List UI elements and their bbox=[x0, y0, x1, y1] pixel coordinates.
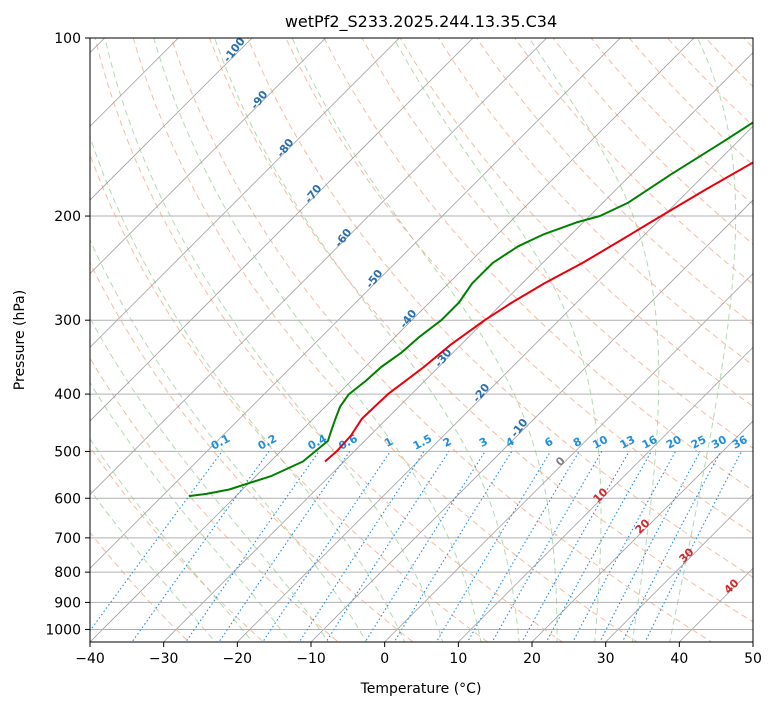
mixing-ratio-line bbox=[262, 451, 391, 642]
x-tick-label: −30 bbox=[149, 651, 179, 667]
isotherm-line bbox=[90, 38, 179, 127]
x-tick-label: 30 bbox=[597, 651, 615, 667]
isotherms bbox=[90, 38, 753, 642]
x-tick-label: −10 bbox=[296, 651, 326, 667]
moist-adiabat-line bbox=[528, 38, 660, 642]
dry-adiabat-line bbox=[90, 446, 265, 642]
mixing-ratio-label: 30 bbox=[709, 433, 729, 452]
chart-title: wetPf2_S233.2025.244.13.35.C34 bbox=[285, 12, 557, 32]
x-tick-label: 0 bbox=[380, 651, 389, 667]
mixing-ratio-label: 13 bbox=[618, 433, 638, 452]
dry-adiabats bbox=[90, 38, 753, 642]
x-tick-label: −40 bbox=[75, 651, 105, 667]
x-tick-label: 10 bbox=[449, 651, 467, 667]
moist-adiabat-line bbox=[291, 38, 558, 642]
dry-adiabat-line bbox=[476, 38, 753, 326]
y-tick-label: 700 bbox=[54, 531, 81, 547]
mixing-ratio-line bbox=[364, 451, 486, 642]
mixing-ratio-line bbox=[572, 451, 676, 642]
isotherm-line bbox=[163, 52, 753, 642]
sounding-series bbox=[188, 121, 753, 498]
x-axis-title: Temperature (°C) bbox=[360, 681, 482, 697]
mixing-ratio-label: 16 bbox=[640, 433, 660, 452]
dry-adiabat-line bbox=[514, 38, 753, 285]
plot-frame bbox=[89, 37, 754, 643]
x-tick-label: 50 bbox=[744, 651, 762, 667]
y-tick-label: 900 bbox=[54, 595, 81, 611]
dry-adiabat-line bbox=[323, 38, 753, 492]
isotherm-line bbox=[384, 273, 753, 642]
y-tick-label: 1000 bbox=[45, 622, 81, 638]
isotherm-line bbox=[236, 125, 753, 642]
y-tick-label: 500 bbox=[54, 444, 81, 460]
isotherm-line bbox=[90, 38, 327, 275]
y-axis-title: Pressure (hPa) bbox=[12, 290, 28, 390]
y-tick-label: 200 bbox=[54, 209, 81, 225]
dry-adiabat-line bbox=[208, 38, 753, 623]
dewpoint-line bbox=[188, 121, 753, 498]
isotherm-line bbox=[605, 494, 753, 642]
y-tick-label: 100 bbox=[54, 31, 81, 47]
mixing-ratio-line bbox=[90, 451, 223, 632]
mixing-ratio-line bbox=[131, 451, 270, 642]
axes: −40 −30 −20 −10 0 10 20 30 40 50 100 200 300 400 500 60… bbox=[45, 31, 762, 667]
moist-adiabat-line bbox=[669, 38, 737, 642]
dry-adiabat-line bbox=[94, 38, 564, 642]
isotherm-line bbox=[310, 199, 753, 642]
x-tick-label: 40 bbox=[670, 651, 688, 667]
mixing-ratio-label: 36 bbox=[730, 433, 750, 452]
mixing-ratio-line bbox=[298, 451, 425, 642]
moist-adiabat-line bbox=[214, 38, 520, 642]
dry-adiabat-line bbox=[132, 38, 638, 642]
mixing-ratio-line bbox=[545, 451, 652, 642]
mixing-ratio-label: 20 bbox=[664, 433, 684, 452]
y-tick-label: 400 bbox=[54, 387, 81, 403]
y-tick-label: 300 bbox=[54, 313, 81, 329]
isotherm-line bbox=[531, 420, 753, 642]
mixing-ratio-lines bbox=[90, 451, 742, 642]
x-tick-label: −20 bbox=[223, 651, 253, 667]
isotherm-line bbox=[90, 38, 400, 348]
dry-adiabat-line bbox=[247, 38, 753, 578]
isotherm-line bbox=[90, 38, 548, 496]
mixing-ratio-label: 25 bbox=[689, 433, 709, 452]
isotherm-line bbox=[90, 38, 474, 422]
mixing-ratio-line bbox=[466, 451, 580, 642]
temperature-line bbox=[324, 161, 753, 463]
y-tick-label: 800 bbox=[54, 565, 81, 581]
mixing-ratio-line bbox=[393, 451, 513, 642]
isotherm-line bbox=[457, 346, 753, 642]
mixing-ratio-line bbox=[218, 451, 351, 642]
pressure-gridlines bbox=[90, 38, 753, 630]
plot-area: 0.1 0.2 0.4 0.6 1 1.5 2 3 4 6 8 10 13 16 20 25 30 36-100-… bbox=[90, 38, 753, 642]
dry-adiabat-line bbox=[361, 38, 753, 449]
x-tick-label: 20 bbox=[523, 651, 541, 667]
mixing-ratio-line bbox=[325, 451, 450, 642]
dry-adiabat-line bbox=[90, 357, 339, 642]
mixing-ratio-label: 10 bbox=[590, 433, 610, 452]
isotherm-line bbox=[90, 38, 621, 569]
isotherm-line bbox=[90, 38, 253, 201]
isotherm-line bbox=[90, 38, 695, 642]
dry-adiabat-line bbox=[90, 261, 414, 642]
dry-adiabat-line bbox=[170, 38, 713, 642]
moist-adiabat-line bbox=[90, 317, 329, 642]
dry-adiabat-line bbox=[90, 531, 190, 642]
mixing-ratio-line bbox=[435, 451, 552, 642]
dry-adiabat-line bbox=[90, 153, 489, 642]
y-tick-label: 600 bbox=[54, 491, 81, 507]
mixing-ratio-line bbox=[521, 451, 630, 642]
